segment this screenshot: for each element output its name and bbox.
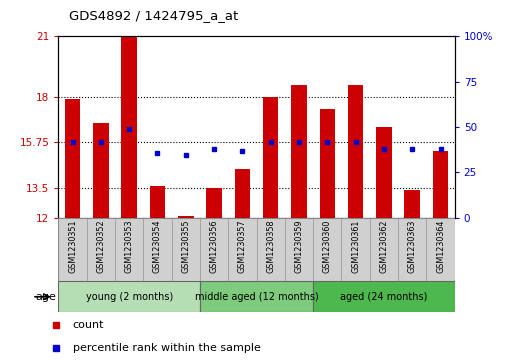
Bar (121, 34, 137, 218)
Bar (200, 218, 228, 281)
Text: middle aged (12 months): middle aged (12 months) (195, 292, 319, 302)
Bar (257, 218, 285, 281)
Text: age: age (35, 292, 56, 302)
Text: GSM1230356: GSM1230356 (210, 220, 218, 273)
Text: percentile rank within the sample: percentile rank within the sample (73, 343, 261, 352)
Bar (404, 189, 420, 218)
Bar (150, 185, 165, 218)
Bar (341, 218, 370, 281)
Bar (58, 281, 200, 312)
Bar (143, 218, 172, 281)
Bar (320, 109, 335, 218)
Text: GSM1230352: GSM1230352 (97, 220, 105, 273)
Bar (348, 85, 363, 218)
Bar (65, 99, 80, 218)
Text: young (2 months): young (2 months) (85, 292, 173, 302)
Bar (93, 123, 109, 218)
Text: count: count (73, 321, 104, 330)
Text: GSM1230364: GSM1230364 (436, 220, 445, 273)
Bar (172, 218, 200, 281)
Bar (206, 188, 222, 218)
Bar (235, 170, 250, 218)
Bar (398, 218, 426, 281)
Bar (228, 218, 257, 281)
Bar (376, 127, 392, 218)
Bar (313, 281, 455, 312)
Text: GSM1230361: GSM1230361 (351, 220, 360, 273)
Bar (370, 218, 398, 281)
Text: GSM1230357: GSM1230357 (238, 220, 247, 273)
Text: GSM1230354: GSM1230354 (153, 220, 162, 273)
Text: GDS4892 / 1424795_a_at: GDS4892 / 1424795_a_at (69, 9, 238, 22)
Text: GSM1230362: GSM1230362 (379, 220, 389, 273)
Text: GSM1230353: GSM1230353 (124, 220, 134, 273)
Bar (178, 216, 194, 218)
Bar (291, 85, 307, 218)
Bar (433, 151, 448, 218)
Text: GSM1230358: GSM1230358 (266, 220, 275, 273)
Bar (285, 218, 313, 281)
Bar (313, 218, 341, 281)
Text: GSM1230363: GSM1230363 (408, 220, 417, 273)
Bar (58, 218, 87, 281)
Bar (87, 218, 115, 281)
Text: GSM1230360: GSM1230360 (323, 220, 332, 273)
Bar (200, 281, 313, 312)
Bar (115, 218, 143, 281)
Text: GSM1230355: GSM1230355 (181, 220, 190, 273)
Text: aged (24 months): aged (24 months) (340, 292, 428, 302)
Text: GSM1230359: GSM1230359 (295, 220, 303, 273)
Bar (263, 97, 278, 218)
Bar (426, 218, 455, 281)
Text: GSM1230351: GSM1230351 (68, 220, 77, 273)
